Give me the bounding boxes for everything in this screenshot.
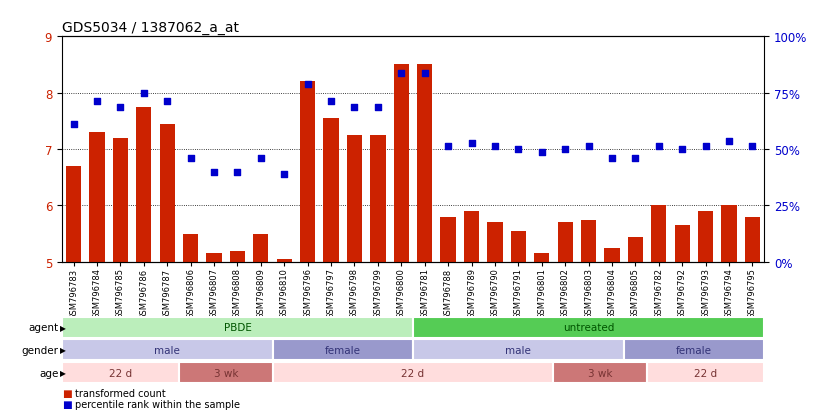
Bar [647, 362, 764, 383]
Text: 22 d: 22 d [694, 368, 717, 378]
Bar [605, 248, 620, 262]
Point [278, 172, 291, 178]
Point [652, 144, 665, 150]
Point [301, 82, 314, 88]
Bar [417, 65, 432, 262]
Bar [558, 223, 572, 262]
Bar [183, 234, 198, 262]
Text: male: male [506, 345, 531, 355]
Bar [113, 138, 128, 262]
Text: female: female [676, 345, 712, 355]
Bar [159, 124, 175, 262]
Point [137, 90, 150, 97]
Point [511, 147, 525, 153]
Bar [698, 211, 713, 262]
Text: 22 d: 22 d [109, 368, 132, 378]
Text: ▶: ▶ [60, 346, 66, 354]
Point [207, 169, 221, 176]
Bar [624, 339, 764, 361]
Point [676, 147, 689, 153]
Text: PBDE: PBDE [224, 322, 251, 332]
Bar [510, 231, 526, 262]
Bar [370, 135, 386, 262]
Bar [62, 362, 179, 383]
Text: 3 wk: 3 wk [214, 368, 238, 378]
Point [629, 155, 642, 161]
Bar [277, 259, 292, 262]
Text: untreated: untreated [563, 322, 615, 332]
Text: 3 wk: 3 wk [588, 368, 612, 378]
Bar [534, 254, 549, 262]
Point [558, 147, 572, 153]
Bar [394, 65, 409, 262]
Bar [66, 166, 81, 262]
Bar [581, 220, 596, 262]
Text: percentile rank within the sample: percentile rank within the sample [75, 399, 240, 409]
Text: ■: ■ [62, 399, 72, 409]
Bar [62, 339, 273, 361]
Point [230, 169, 244, 176]
Point [488, 144, 501, 150]
Bar [273, 339, 413, 361]
Point [699, 144, 712, 150]
Bar [300, 82, 316, 262]
Point [722, 138, 735, 145]
Bar [464, 211, 479, 262]
Point [418, 71, 431, 77]
Bar [553, 362, 647, 383]
Point [372, 104, 385, 111]
Point [90, 99, 104, 105]
Point [605, 155, 619, 161]
Point [465, 141, 478, 147]
Bar [487, 223, 502, 262]
Point [348, 104, 361, 111]
Point [395, 71, 408, 77]
Bar [347, 135, 362, 262]
Bar [273, 362, 553, 383]
Bar [651, 206, 667, 262]
Bar [628, 237, 643, 262]
Point [582, 144, 595, 150]
Bar [89, 133, 105, 262]
Bar [413, 317, 764, 338]
Point [535, 149, 548, 156]
Bar [721, 206, 737, 262]
Bar [179, 362, 273, 383]
Bar [675, 225, 690, 262]
Bar [440, 217, 456, 262]
Text: ■: ■ [62, 388, 72, 398]
Text: transformed count: transformed count [75, 388, 166, 398]
Text: ▶: ▶ [60, 368, 66, 377]
Text: ▶: ▶ [60, 323, 66, 332]
Point [114, 104, 127, 111]
Bar [136, 107, 151, 262]
Point [184, 155, 197, 161]
Point [67, 121, 80, 128]
Point [325, 99, 338, 105]
Bar [206, 254, 221, 262]
Text: female: female [325, 345, 361, 355]
Bar [62, 317, 413, 338]
Point [441, 144, 454, 150]
Bar [254, 234, 268, 262]
Text: age: age [40, 368, 59, 378]
Bar [230, 251, 245, 262]
Bar [745, 217, 760, 262]
Text: agent: agent [29, 322, 59, 332]
Bar [324, 119, 339, 262]
Point [254, 155, 268, 161]
Text: gender: gender [21, 345, 59, 355]
Point [160, 99, 173, 105]
Point [746, 144, 759, 150]
Text: male: male [154, 345, 180, 355]
Bar [413, 339, 624, 361]
Text: 22 d: 22 d [401, 368, 425, 378]
Text: GDS5034 / 1387062_a_at: GDS5034 / 1387062_a_at [62, 21, 239, 35]
